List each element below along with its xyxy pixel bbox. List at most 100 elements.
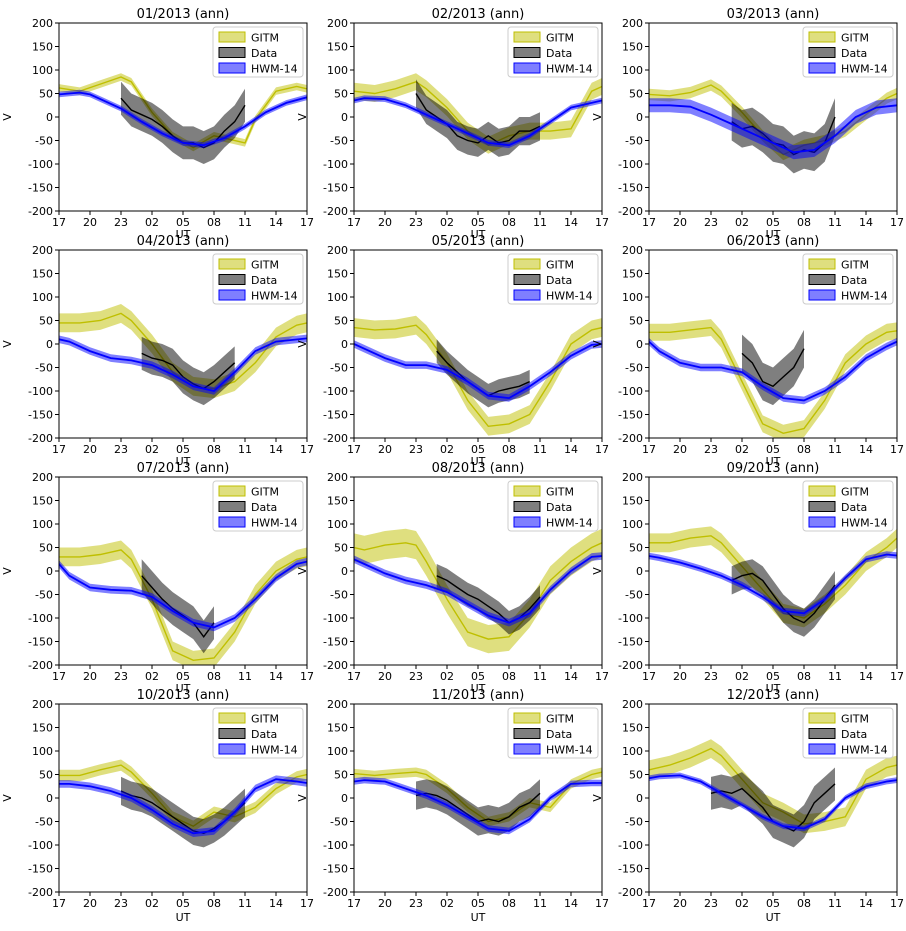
y-tick-label: -200 <box>28 205 53 218</box>
y-tick-label: 50 <box>39 542 53 555</box>
x-tick-label: 23 <box>114 670 128 683</box>
x-tick-label: 11 <box>238 443 252 456</box>
legend-swatch-hwm-14 <box>513 289 541 301</box>
y-axis-label: V <box>296 113 309 121</box>
x-tick-label: 05 <box>176 670 190 683</box>
legend-swatch-gitm <box>808 31 836 43</box>
subplot-title: 11/2013 (ann) <box>432 688 525 703</box>
x-tick-label: 08 <box>207 216 221 229</box>
y-tick-label: 200 <box>622 698 643 711</box>
legend-swatch-data <box>808 47 836 58</box>
x-tick-label: 23 <box>114 897 128 910</box>
x-tick-label: 14 <box>564 216 578 229</box>
x-tick-label: 14 <box>269 897 283 910</box>
y-tick-label: 100 <box>622 64 643 77</box>
y-tick-label: 100 <box>32 64 53 77</box>
x-tick-label: 17 <box>347 443 361 456</box>
y-tick-label: -100 <box>28 839 53 852</box>
band-hwm-14 <box>649 337 897 405</box>
line-hwm-14 <box>59 337 307 392</box>
y-tick-label: 0 <box>636 792 643 805</box>
y-tick-label: 150 <box>327 41 348 54</box>
legend-swatch-gitm <box>218 712 246 724</box>
y-tick-label: 200 <box>32 17 53 30</box>
x-axis-label: UT <box>766 911 781 924</box>
y-tick-label: 50 <box>39 769 53 782</box>
y-tick-label: 200 <box>622 17 643 30</box>
x-tick-label: 17 <box>642 897 656 910</box>
band-data <box>121 776 245 848</box>
legend-swatch-data <box>513 728 541 739</box>
subplot-3: 03/2013 (ann)-200-150-100-50050100150200… <box>591 7 904 241</box>
line-hwm-14 <box>59 91 307 147</box>
line-gitm <box>649 326 897 435</box>
band-data <box>711 767 835 848</box>
y-tick-label: 200 <box>32 471 53 484</box>
band-hwm-14 <box>354 776 602 835</box>
x-tick-label: 08 <box>207 443 221 456</box>
y-tick-label: -150 <box>618 863 643 876</box>
subplot-title: 03/2013 (ann) <box>727 7 820 22</box>
band-gitm <box>649 319 897 438</box>
x-tick-label: 02 <box>735 216 749 229</box>
y-axis-label: V <box>1 794 14 802</box>
subplot-title: 05/2013 (ann) <box>432 234 525 249</box>
x-tick-label: 17 <box>300 216 314 229</box>
legend-swatch-data <box>513 274 541 285</box>
x-tick-label: 14 <box>564 897 578 910</box>
y-tick-label: 200 <box>622 471 643 484</box>
x-tick-label: 17 <box>890 443 904 456</box>
legend-swatch-data <box>218 728 246 739</box>
subplot-title: 10/2013 (ann) <box>137 688 230 703</box>
subplot-title: 09/2013 (ann) <box>727 461 820 476</box>
y-tick-label: -200 <box>618 205 643 218</box>
x-tick-label: 17 <box>890 897 904 910</box>
legend-label-hwm-14: HWM-14 <box>546 744 593 757</box>
legend-swatch-hwm-14 <box>513 516 541 528</box>
y-axis-label: V <box>296 340 309 348</box>
legend-label-data: Data <box>251 501 277 514</box>
legend-swatch-hwm-14 <box>218 62 246 74</box>
x-tick-label: 17 <box>890 670 904 683</box>
y-tick-label: 0 <box>46 111 53 124</box>
subplot-title: 06/2013 (ann) <box>727 234 820 249</box>
x-tick-label: 23 <box>704 216 718 229</box>
band-data <box>416 779 540 836</box>
y-tick-label: 200 <box>327 17 348 30</box>
x-tick-label: 14 <box>269 443 283 456</box>
x-tick-label: 05 <box>766 897 780 910</box>
legend-swatch-hwm-14 <box>513 743 541 755</box>
y-tick-label: 200 <box>327 244 348 257</box>
legend: GITM Data HWM-14 <box>802 253 894 305</box>
y-tick-label: 150 <box>32 41 53 54</box>
line-gitm <box>354 324 602 428</box>
subplot-8: 08/2013 (ann)-200-150-100-50050100150200… <box>296 461 609 695</box>
y-tick-label: 50 <box>629 542 643 555</box>
y-tick-label: 0 <box>341 565 348 578</box>
y-tick-label: -150 <box>28 636 53 649</box>
band-hwm-14 <box>354 95 602 148</box>
y-tick-label: 50 <box>334 769 348 782</box>
y-tick-label: 0 <box>636 338 643 351</box>
y-tick-label: -50 <box>330 589 348 602</box>
y-tick-label: 50 <box>629 315 643 328</box>
subplot-title: 01/2013 (ann) <box>137 7 230 22</box>
legend: GITM Data HWM-14 <box>802 707 894 759</box>
legend-label-data: Data <box>546 274 572 287</box>
y-tick-label: 150 <box>622 268 643 281</box>
x-tick-label: 05 <box>766 443 780 456</box>
plot-area <box>649 526 897 637</box>
legend-swatch-hwm-14 <box>808 289 836 301</box>
x-tick-label: 02 <box>440 670 454 683</box>
y-axis-label: V <box>591 113 604 121</box>
legend: GITM Data HWM-14 <box>507 707 599 759</box>
y-tick-label: -50 <box>625 589 643 602</box>
x-tick-label: 20 <box>378 897 392 910</box>
legend: GITM Data HWM-14 <box>507 480 599 532</box>
legend-label-data: Data <box>251 47 277 60</box>
x-tick-label: 11 <box>828 443 842 456</box>
y-tick-label: 150 <box>622 41 643 54</box>
legend-label-gitm: GITM <box>251 259 279 272</box>
subplot-title: 12/2013 (ann) <box>727 688 820 703</box>
